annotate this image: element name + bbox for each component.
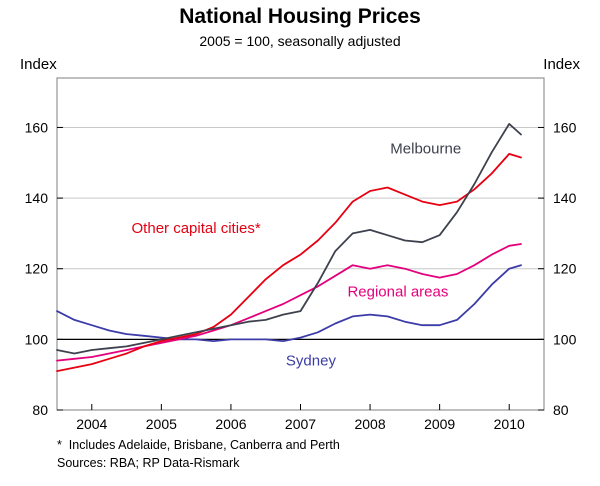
x-tick-label: 2007 (285, 416, 316, 432)
y-tick-label-left: 160 (25, 119, 49, 135)
series-line-other-capital-cities (56, 152, 522, 373)
series-label-sydney: Sydney (286, 353, 337, 370)
y-tick-label-right: 140 (553, 190, 577, 206)
y-axis-unit-right: Index (543, 56, 580, 73)
series-line-melbourne (56, 123, 522, 355)
y-tick-label-left: 80 (32, 402, 48, 418)
y-axis-unit-left: Index (20, 56, 57, 73)
x-tick-label: 2010 (494, 416, 525, 432)
chart-title: National Housing Prices (179, 5, 421, 28)
y-tick-label-right: 160 (553, 119, 577, 135)
series-label-other-capital-cities: Other capital cities* (132, 220, 261, 237)
series-label-melbourne: Melbourne (390, 141, 461, 158)
series-line-sydney (56, 264, 522, 343)
x-tick-label: 2008 (354, 416, 385, 432)
y-tick-label-left: 100 (25, 331, 49, 347)
x-tick-label: 2009 (424, 416, 455, 432)
footnote-asterisk: * Includes Adelaide, Brisbane, Canberra … (57, 438, 340, 452)
x-tick-label: 2006 (215, 416, 246, 432)
chart-subtitle: 2005 = 100, seasonally adjusted (199, 33, 401, 49)
y-tick-label-right: 80 (553, 402, 569, 418)
footnote-sources: Sources: RBA; RP Data-Rismark (57, 456, 240, 470)
y-tick-label-left: 140 (25, 190, 49, 206)
y-tick-label-left: 120 (25, 261, 49, 277)
series-line-regional-areas (56, 243, 522, 362)
series-label-regional-areas: Regional areas (347, 284, 448, 301)
y-tick-label-right: 120 (553, 261, 577, 277)
y-tick-label-right: 100 (553, 331, 577, 347)
x-tick-label: 2005 (146, 416, 177, 432)
x-tick-label: 2004 (76, 416, 107, 432)
